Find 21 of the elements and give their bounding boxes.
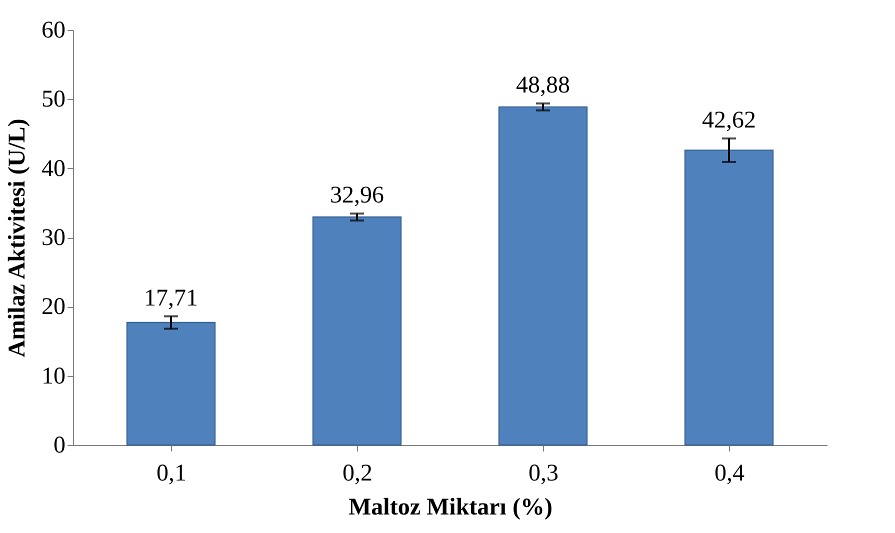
y-tick-label: 20 [42, 294, 66, 320]
bar [498, 106, 588, 446]
y-tick-label: 40 [42, 156, 66, 182]
y-tick-label: 30 [42, 225, 66, 251]
bar [126, 322, 216, 446]
x-tick-label: 0,1 [156, 460, 186, 486]
x-tick-label: 0,3 [528, 460, 558, 486]
bar [312, 216, 402, 446]
y-tick-label: 10 [42, 363, 66, 390]
data-label: 48,88 [516, 72, 570, 98]
y-tick-label: 0 [54, 432, 66, 458]
data-label: 17,71 [144, 285, 198, 312]
x-tick-label: 0,4 [714, 460, 744, 486]
bar [684, 150, 774, 446]
data-label: 32,96 [330, 182, 384, 209]
data-label: 42,62 [702, 107, 756, 134]
x-tick-label: 0,2 [342, 460, 372, 486]
x-axis-title: Maltoz Miktarı (%) [348, 494, 552, 520]
y-tick-label: 50 [42, 86, 66, 113]
y-tick-label: 60 [42, 18, 66, 44]
y-axis-title: Amilaz Aktivitesi (U/L) [4, 118, 30, 358]
